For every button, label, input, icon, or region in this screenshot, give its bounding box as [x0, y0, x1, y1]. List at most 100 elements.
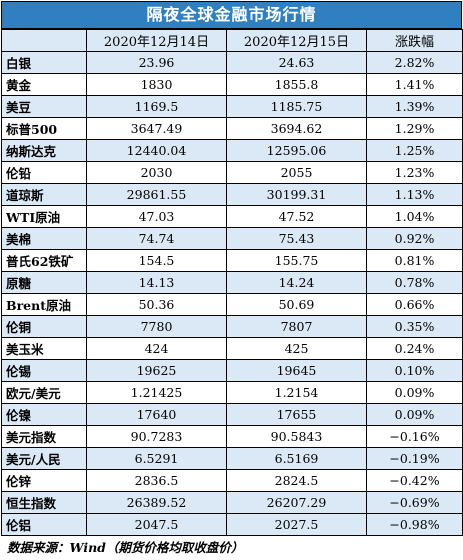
value-date1: 17640 — [86, 403, 227, 426]
data-source-note: 数据来源：Wind（期货价格均取收盘价） — [7, 540, 244, 555]
value-date1: 50.36 — [86, 293, 227, 316]
table-row: Brent原油 50.36 50.69 0.66% — [1, 293, 463, 316]
value-date2: 90.5843 — [226, 425, 367, 448]
change-pct: 1.39% — [366, 95, 463, 118]
change-pct: 0.66% — [366, 293, 463, 316]
change-pct: −0.19% — [366, 447, 463, 470]
row-label: 伦镍 — [1, 403, 87, 426]
row-label: 普氏62铁矿 — [1, 249, 87, 272]
change-pct: 1.41% — [366, 73, 463, 96]
table-row: 普氏62铁矿 154.5 155.75 0.81% — [1, 249, 463, 272]
value-date1: 1169.5 — [86, 95, 227, 118]
value-date2: 7807 — [226, 315, 367, 338]
row-label: WTI原油 — [1, 205, 87, 228]
value-date2: 17655 — [226, 403, 367, 426]
value-date2: 47.52 — [226, 205, 367, 228]
row-label: 伦铅 — [1, 161, 87, 184]
value-date1: 23.96 — [86, 51, 227, 74]
table-row: WTI原油 47.03 47.52 1.04% — [1, 205, 463, 228]
change-pct: 0.78% — [366, 271, 463, 294]
value-date2: 75.43 — [226, 227, 367, 250]
row-label: 道琼斯 — [1, 183, 87, 206]
change-pct: −0.42% — [366, 469, 463, 492]
table-row: 美棉 74.74 75.43 0.92% — [1, 227, 463, 250]
value-date2: 2055 — [226, 161, 367, 184]
value-date2: 14.24 — [226, 271, 367, 294]
row-label: 恒生指数 — [1, 491, 87, 514]
row-label: 伦铝 — [1, 513, 87, 536]
change-pct: 0.09% — [366, 403, 463, 426]
change-pct: 0.09% — [366, 381, 463, 404]
change-pct: 0.10% — [366, 359, 463, 382]
value-date2: 1185.75 — [226, 95, 367, 118]
value-date1: 1.21425 — [86, 381, 227, 404]
value-date1: 90.7283 — [86, 425, 227, 448]
row-label: Brent原油 — [1, 293, 87, 316]
row-label: 纳斯达克 — [1, 139, 87, 162]
table-row: 白银 23.96 24.63 2.82% — [1, 51, 463, 74]
change-pct: 1.13% — [366, 183, 463, 206]
header-cell-change: 涨跌幅 — [366, 29, 463, 52]
value-date1: 12440.04 — [86, 139, 227, 162]
table-row: 纳斯达克 12440.04 12595.06 1.25% — [1, 139, 463, 162]
header-cell-date1: 2020年12月14日 — [86, 29, 227, 52]
value-date1: 74.74 — [86, 227, 227, 250]
table-row: 美元指数 90.7283 90.5843 −0.16% — [1, 425, 463, 448]
table-row: 伦铝 2047.5 2027.5 −0.98% — [1, 513, 463, 536]
row-label: 美元指数 — [1, 425, 87, 448]
value-date1: 47.03 — [86, 205, 227, 228]
value-date1: 26389.52 — [86, 491, 227, 514]
change-pct: 1.23% — [366, 161, 463, 184]
value-date2: 155.75 — [226, 249, 367, 272]
table-row: 标普500 3647.49 3694.62 1.29% — [1, 117, 463, 140]
value-date1: 7780 — [86, 315, 227, 338]
value-date1: 2047.5 — [86, 513, 227, 536]
table-row: 道琼斯 29861.55 30199.31 1.13% — [1, 183, 463, 206]
value-date1: 29861.55 — [86, 183, 227, 206]
value-date2: 1855.8 — [226, 73, 367, 96]
row-label: 伦铜 — [1, 315, 87, 338]
value-date2: 1.2154 — [226, 381, 367, 404]
change-pct: 1.04% — [366, 205, 463, 228]
value-date2: 2027.5 — [226, 513, 367, 536]
table-row: 伦铅 2030 2055 1.23% — [1, 161, 463, 184]
value-date2: 12595.06 — [226, 139, 367, 162]
row-label: 白银 — [1, 51, 87, 74]
table-row: 欧元/美元 1.21425 1.2154 0.09% — [1, 381, 463, 404]
change-pct: 0.81% — [366, 249, 463, 272]
row-label: 美元/人民 — [1, 447, 87, 470]
row-label: 欧元/美元 — [1, 381, 87, 404]
change-pct: −0.16% — [366, 425, 463, 448]
value-date2: 6.5169 — [226, 447, 367, 470]
change-pct: 0.92% — [366, 227, 463, 250]
value-date2: 2824.5 — [226, 469, 367, 492]
value-date1: 1830 — [86, 73, 227, 96]
table-row: 伦锡 19625 19645 0.10% — [1, 359, 463, 382]
row-label: 美豆 — [1, 95, 87, 118]
change-pct: 1.29% — [366, 117, 463, 140]
table-body: 白银 23.96 24.63 2.82% 黄金 1830 1855.8 1.41% 美豆 1169… — [1, 51, 463, 536]
value-date2: 24.63 — [226, 51, 367, 74]
row-label: 美玉米 — [1, 337, 87, 360]
change-pct: 0.24% — [366, 337, 463, 360]
header-cell-date2: 2020年12月15日 — [226, 29, 367, 52]
value-date1: 6.5291 — [86, 447, 227, 470]
table-row: 黄金 1830 1855.8 1.41% — [1, 73, 463, 96]
row-label: 黄金 — [1, 73, 87, 96]
table-row: 原糖 14.13 14.24 0.78% — [1, 271, 463, 294]
table-row: 美元/人民 6.5291 6.5169 −0.19% — [1, 447, 463, 470]
table-row: 伦铜 7780 7807 0.35% — [1, 315, 463, 338]
value-date1: 3647.49 — [86, 117, 227, 140]
value-date1: 19625 — [86, 359, 227, 382]
change-pct: 1.25% — [366, 139, 463, 162]
table-row: 美豆 1169.5 1185.75 1.39% — [1, 95, 463, 118]
header-row: 2020年12月14日 2020年12月15日 涨跌幅 — [1, 29, 463, 52]
value-date2: 30199.31 — [226, 183, 367, 206]
market-table: 2020年12月14日 2020年12月15日 涨跌幅 白银 23.96 24.63… — [1, 29, 463, 536]
change-pct: 2.82% — [366, 51, 463, 74]
row-label: 美棉 — [1, 227, 87, 250]
row-label: 原糖 — [1, 271, 87, 294]
table-title: 隔夜全球金融市场行情 — [1, 1, 462, 29]
value-date1: 14.13 — [86, 271, 227, 294]
